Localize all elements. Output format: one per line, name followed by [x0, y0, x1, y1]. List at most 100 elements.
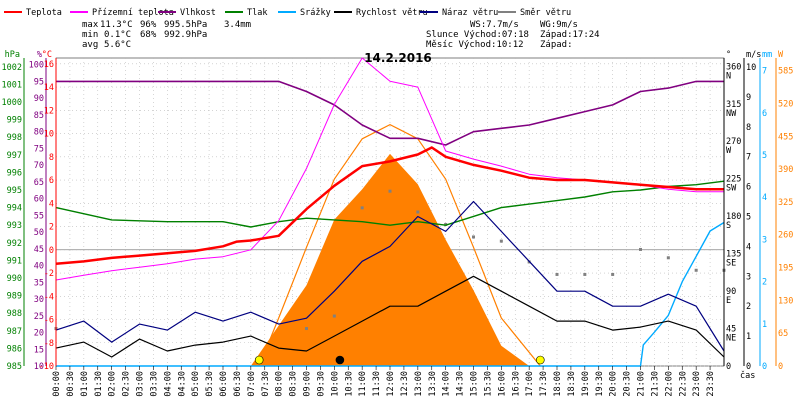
- axis-dir-label: W: [726, 146, 732, 156]
- x-tick-label: 09:00: [303, 371, 313, 397]
- axis-tick-wm2: 585: [778, 67, 793, 77]
- stat-max-rain: 3.4mm: [224, 20, 251, 30]
- axis-tick-degc: 16: [44, 60, 54, 70]
- axis-dir-label: NW: [726, 109, 737, 119]
- x-tick-label: 07:30: [261, 371, 271, 397]
- axis-tick-mm: 4: [762, 193, 767, 203]
- axis-tick-mm: 7: [762, 67, 767, 77]
- x-tick-label: 03:00: [136, 371, 146, 397]
- axis-tick-pct: 65: [34, 178, 44, 188]
- stat-max-press: 995.5hPa: [164, 20, 207, 30]
- legend: Teplota Přízemní teplota Vlhkost Tlak Srážky…: [4, 8, 571, 18]
- axis-tick-mm: 3: [762, 235, 767, 245]
- x-tick-label: 04:00: [163, 371, 173, 397]
- x-tick-label: 22:30: [678, 371, 688, 397]
- axis-tick-hpa: 988: [7, 309, 22, 319]
- axis-tick-pct: 45: [34, 245, 44, 255]
- series-solar-theoretical: [258, 124, 541, 367]
- axis-tick-pct: 80: [34, 128, 44, 138]
- axis-tick-degc: 10: [44, 130, 54, 140]
- wind-direction-point: [583, 272, 587, 276]
- wind-direction-point: [611, 272, 615, 276]
- legend-label: Přízemní teplota: [92, 8, 174, 18]
- axis-tick-pct: 40: [34, 262, 44, 272]
- x-tick-label: 17:00: [525, 371, 535, 397]
- axis-tick-pct: 20: [34, 329, 44, 339]
- axis-tick-pct: 35: [34, 278, 44, 288]
- stat-avg-temp: 5.6°C: [104, 40, 131, 50]
- x-tick-label: 13:30: [428, 371, 438, 397]
- wind-direction-point: [499, 239, 503, 243]
- axis-tick-ms: 9: [746, 93, 751, 103]
- axes-layer: 00:00 00:30 01:00 01:30 02:00 02:30 03:00 03:30…: [2, 50, 794, 397]
- x-tick-label: 14:00: [442, 371, 452, 397]
- x-tick-label: 20:30: [623, 371, 633, 397]
- series-solar: [56, 153, 724, 366]
- axis-tick-ms: 0: [746, 362, 751, 372]
- axis-tick-degc: 2: [49, 223, 54, 233]
- x-tick-label: 12:30: [400, 371, 410, 397]
- axis-tick-hpa: 989: [7, 292, 22, 302]
- axis-tick-wm2: 325: [778, 198, 793, 208]
- x-tick-label: 06:30: [233, 371, 243, 397]
- axis-tick-pct: 25: [34, 312, 44, 322]
- axis-unit-mm: mm: [762, 50, 772, 60]
- axis-tick-degc: 6: [49, 176, 54, 186]
- x-tick-label: 23:00: [692, 371, 702, 397]
- x-tick-label: 10:30: [344, 371, 354, 397]
- x-tick-label: 06:00: [219, 371, 229, 397]
- axis-tick-hpa: 993: [7, 221, 22, 231]
- x-tick-label: 02:00: [108, 371, 118, 397]
- series-temperature: [55, 146, 724, 265]
- axis-tick-hpa: 986: [7, 344, 22, 354]
- axis-tick-hpa: 1001: [2, 80, 22, 90]
- chart-title: 14.2.2016: [364, 51, 432, 65]
- x-tick-label: 00:30: [66, 371, 76, 397]
- axis-tick-degc: 4: [49, 199, 54, 209]
- axis-tick-pct: 85: [34, 111, 44, 121]
- axis-tick-ms: 1: [746, 332, 751, 342]
- axis-tick-ms: 3: [746, 272, 751, 282]
- x-tick-label: 02:30: [122, 371, 132, 397]
- axis-unit-pct: %: [37, 50, 42, 60]
- x-tick-label: 21:30: [650, 371, 660, 397]
- x-tick-label: 01:30: [94, 371, 104, 397]
- wind-direction-point: [555, 272, 559, 276]
- axis-tick-ms: 4: [746, 242, 751, 252]
- axis-tick-pct: 30: [34, 295, 44, 305]
- stat-wg: WG:9m/s: [540, 20, 578, 30]
- axis-tick-hpa: 994: [7, 204, 22, 214]
- axis-tick-pct: 50: [34, 228, 44, 238]
- stats-block: max 11.3°C 96% 995.5hPa 3.4mm min 0.1°C …: [82, 20, 600, 50]
- axis-tick-pct: 95: [34, 77, 44, 87]
- axis-tick-wm2: 455: [778, 132, 793, 142]
- axis-tick-deg: 315: [726, 100, 741, 110]
- axis-tick-degc: 0: [49, 246, 54, 256]
- marker-moonrise: [335, 355, 345, 365]
- axis-tick-deg: 180: [726, 212, 741, 222]
- axis-tick-pct: 60: [34, 195, 44, 205]
- x-tick-label: 09:30: [316, 371, 326, 397]
- axis-tick-hpa: 991: [7, 256, 22, 266]
- axis-tick-degc: -2: [44, 269, 54, 279]
- series-rain: [56, 221, 725, 367]
- stat-min-press: 992.9hPa: [164, 30, 207, 40]
- axis-dir-label: S: [726, 221, 731, 231]
- stat-min-label: min: [82, 30, 98, 40]
- stat-min-hum: 68%: [140, 30, 157, 40]
- x-tick-label: 00:00: [52, 371, 62, 397]
- x-tick-label: 19:00: [581, 371, 591, 397]
- axis-unit-degc: °C: [42, 50, 52, 60]
- wind-direction-point: [639, 247, 642, 251]
- axis-dir-label: SW: [726, 184, 737, 194]
- x-tick-label: 16:30: [511, 371, 521, 397]
- axis-tick-hpa: 987: [7, 327, 22, 337]
- stat-max-label: max: [82, 20, 99, 30]
- axis-unit-wm2: W: [778, 50, 784, 60]
- axis-tick-mm: 6: [762, 109, 767, 119]
- x-tick-label: 04:30: [177, 371, 187, 397]
- x-tick-label: 08:30: [289, 371, 299, 397]
- axis-tick-pct: 75: [34, 144, 44, 154]
- axis-tick-hpa: 999: [7, 116, 22, 126]
